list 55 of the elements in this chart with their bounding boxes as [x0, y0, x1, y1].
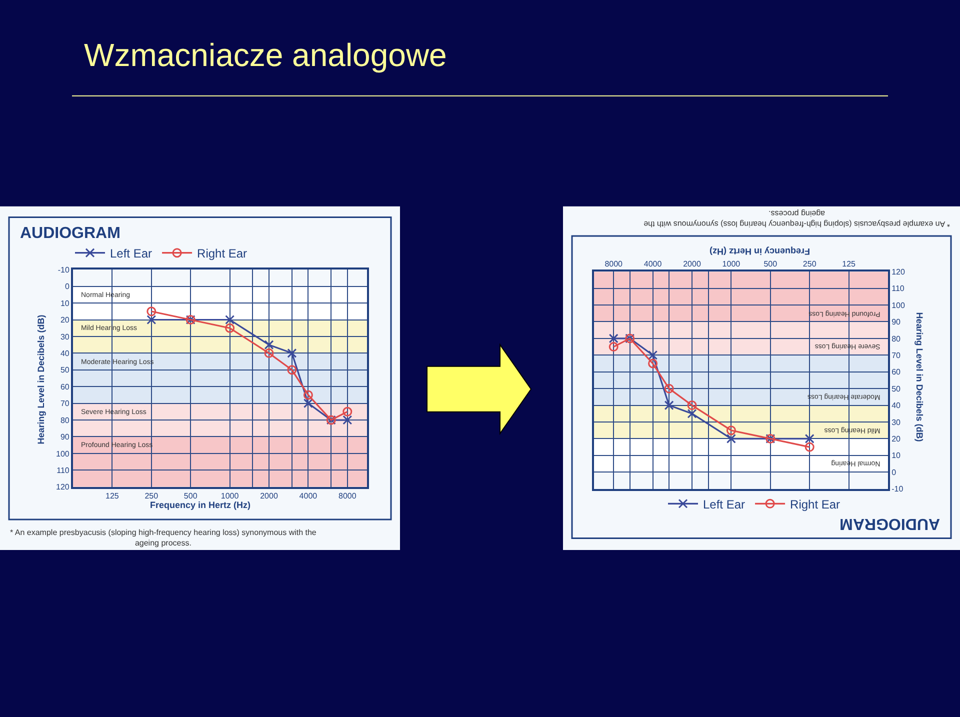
x-tick-label: 250 [802, 259, 817, 268]
x-tick-label: 2000 [260, 491, 278, 500]
y-tick-label: 120 [56, 482, 70, 492]
x-tick-label: 250 [144, 491, 159, 500]
y-tick-label: 60 [892, 368, 902, 377]
y-tick-label: 0 [892, 468, 897, 477]
y-tick-label: 10 [892, 451, 902, 460]
x-tick-label: 125 [842, 259, 856, 268]
text: * An example presbyacusis (sloping high-frequency hearing loss) synonymous with the ageing process. [643, 209, 950, 229]
x-tick-label: 1000 [722, 259, 741, 268]
x-tick-label: 2000 [683, 259, 702, 268]
y-tick-label: 70 [892, 350, 902, 360]
legend-label: Left Ear [110, 246, 152, 261]
x-tick-label: 500 [764, 259, 778, 268]
y-tick-label: -10 [892, 484, 904, 494]
legend-label: Left Ear [703, 497, 746, 512]
y-tick-label: 110 [892, 284, 905, 294]
x-tick-label: 4000 [299, 491, 318, 500]
y-tick-label: 80 [892, 334, 902, 344]
x-tick-label: 4000 [644, 259, 662, 268]
y-tick-label: 40 [892, 401, 902, 410]
y-axis-title: Hearing Level in Decibels (dB) [914, 312, 924, 442]
text: * An example presbyacusis (sloping high-frequency hearing loss) synonymous with the ageing process. [10, 528, 317, 548]
x-tick-label: 125 [106, 491, 120, 500]
x-tick-label: 1000 [220, 491, 240, 500]
x-tick-label: 8000 [604, 259, 624, 268]
y-axis-title: Hearing Level in Decibels (dB) [36, 314, 46, 444]
x-axis-title: Frequency in Hertz (Hz) [150, 500, 251, 510]
y-tick-label: 20 [892, 434, 902, 444]
y-tick-label: 60 [60, 382, 70, 392]
y-tick-label: 90 [892, 318, 902, 327]
x-axis-title: Frequency in Hertz (Hz) [709, 246, 810, 257]
y-tick-label: 20 [60, 316, 70, 325]
y-tick-label: 80 [60, 416, 70, 425]
x-tick-label: 500 [184, 491, 198, 500]
y-tick-label: 30 [60, 332, 70, 342]
y-tick-label: 100 [56, 449, 70, 458]
y-tick-label: 40 [60, 348, 70, 358]
text: AUDIOGRAM [840, 514, 940, 532]
y-tick-label: 0 [64, 282, 70, 292]
y-tick-label: 50 [892, 384, 902, 394]
legend-label: Right Ear [790, 497, 840, 512]
y-tick-label: 100 [892, 300, 906, 310]
y-tick-label: -10 [58, 265, 70, 274]
y-tick-label: 120 [892, 267, 906, 276]
y-tick-label: 110 [56, 466, 70, 475]
y-tick-label: 50 [60, 366, 70, 375]
chart-title: AUDIOGRAM [20, 225, 120, 242]
legend-label: Right Ear [197, 246, 248, 261]
text: Wzmacniacze analogowe [84, 37, 447, 73]
y-tick-label: 90 [60, 432, 70, 442]
y-tick-label: 30 [892, 418, 902, 427]
y-tick-label: 70 [60, 399, 70, 408]
x-tick-label: 8000 [338, 491, 357, 500]
y-tick-label: 10 [60, 298, 70, 308]
